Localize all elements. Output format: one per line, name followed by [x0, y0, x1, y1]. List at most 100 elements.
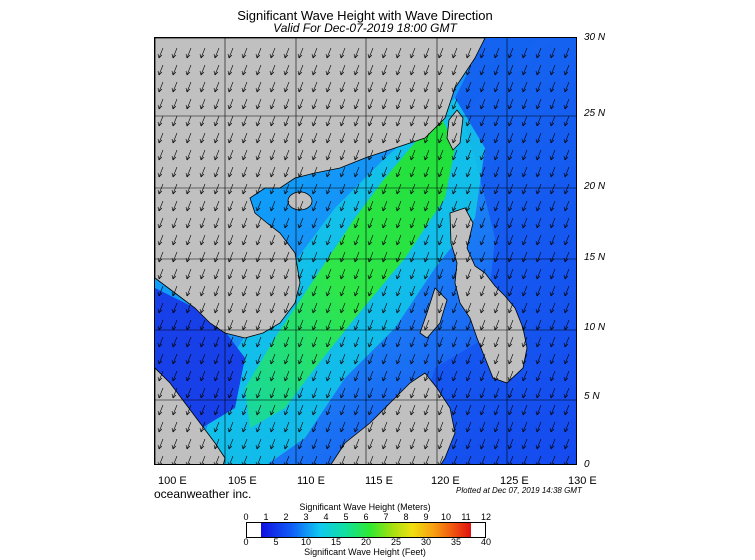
wave-arrow — [269, 166, 276, 178]
wave-arrow — [157, 251, 164, 263]
wave-arrow — [507, 353, 514, 365]
wave-arrow — [255, 217, 262, 229]
wave-arrow — [507, 132, 514, 144]
wave-arrow — [479, 421, 486, 433]
wave-arrow — [507, 200, 514, 212]
wave-arrow — [311, 370, 318, 382]
wave-arrow — [213, 404, 220, 416]
wave-arrow — [325, 149, 332, 161]
wave-arrow — [451, 47, 458, 59]
wave-arrow — [353, 336, 360, 348]
wave-arrow — [479, 149, 486, 161]
wave-arrow — [437, 217, 444, 229]
wave-arrow — [297, 234, 304, 246]
wave-arrow — [563, 438, 570, 450]
wave-arrow — [535, 64, 542, 76]
colorbar-feet-tick: 40 — [480, 537, 492, 547]
wave-arrow — [563, 251, 570, 263]
wave-arrow — [549, 353, 556, 365]
wave-arrow — [507, 47, 514, 59]
wave-arrow — [437, 302, 444, 314]
wave-arrow — [437, 268, 444, 280]
colorbar-feet-tick: 15 — [330, 537, 342, 547]
wave-arrow — [451, 132, 458, 144]
wave-arrow — [479, 302, 486, 314]
lon-label-130e: 130 E — [568, 475, 597, 487]
wave-arrow — [535, 285, 542, 297]
wave-arrow — [255, 115, 262, 127]
colorbar-feet-tick: 10 — [300, 537, 312, 547]
wave-arrow — [241, 64, 248, 76]
wave-arrow — [409, 302, 416, 314]
wave-arrow — [297, 438, 304, 450]
wave-arrow — [549, 217, 556, 229]
wave-arrow — [535, 183, 542, 195]
wave-arrow — [171, 353, 178, 365]
wave-arrow — [521, 336, 528, 348]
wave-arrow — [507, 251, 514, 263]
wave-arrow — [507, 64, 514, 76]
wave-arrow — [395, 115, 402, 127]
wave-arrow — [409, 404, 416, 416]
wave-arrow — [549, 200, 556, 212]
wave-arrow — [311, 200, 318, 212]
wave-arrow — [521, 47, 528, 59]
wave-arrow — [451, 64, 458, 76]
wave-arrow — [409, 132, 416, 144]
wave-arrow — [423, 81, 430, 93]
wave-arrow — [367, 132, 374, 144]
wave-arrow — [451, 353, 458, 365]
wave-arrow — [227, 183, 234, 195]
wave-arrow — [171, 370, 178, 382]
wave-arrow — [521, 251, 528, 263]
wave-arrow — [297, 319, 304, 331]
wave-arrow — [479, 234, 486, 246]
wave-arrow — [311, 149, 318, 161]
wave-arrow — [269, 98, 276, 110]
wave-arrow — [171, 115, 178, 127]
wave-arrow — [227, 268, 234, 280]
wave-arrow — [479, 47, 486, 59]
wave-arrow — [423, 387, 430, 399]
lon-label-115e: 115 E — [365, 475, 393, 487]
wave-arrow — [367, 166, 374, 178]
wave-arrow — [535, 132, 542, 144]
lat-label-30n: 30 N — [584, 32, 606, 43]
wave-arrow — [437, 421, 444, 433]
wave-arrow — [241, 200, 248, 212]
wave-arrow — [157, 200, 164, 212]
wave-arrow — [381, 183, 388, 195]
wave-arrow — [395, 353, 402, 365]
wave-arrow — [409, 455, 416, 464]
wave-arrow — [283, 115, 290, 127]
wave-arrow — [549, 319, 556, 331]
wave-arrow — [171, 268, 178, 280]
wave-arrow — [395, 132, 402, 144]
wave-arrow — [549, 421, 556, 433]
wave-arrow — [213, 98, 220, 110]
wave-arrow — [241, 353, 248, 365]
wave-arrow — [563, 370, 570, 382]
wave-arrow — [465, 336, 472, 348]
wave-arrow — [493, 47, 500, 59]
wave-arrow — [367, 387, 374, 399]
wave-arrow — [479, 115, 486, 127]
wave-arrow — [241, 251, 248, 263]
wave-arrow — [437, 455, 444, 464]
wave-arrow — [367, 115, 374, 127]
wave-arrow — [409, 98, 416, 110]
wave-arrow — [353, 438, 360, 450]
wave-arrow — [213, 115, 220, 127]
wave-arrow — [395, 404, 402, 416]
wave-arrow — [353, 166, 360, 178]
wave-arrow — [241, 217, 248, 229]
wave-arrow — [185, 115, 192, 127]
wave-arrow — [381, 149, 388, 161]
wave-arrow — [535, 336, 542, 348]
wave-arrow — [465, 47, 472, 59]
wave-arrow — [213, 438, 220, 450]
wave-arrow — [437, 81, 444, 93]
wave-arrow — [171, 285, 178, 297]
wave-arrow — [297, 285, 304, 297]
wave-arrow — [353, 81, 360, 93]
